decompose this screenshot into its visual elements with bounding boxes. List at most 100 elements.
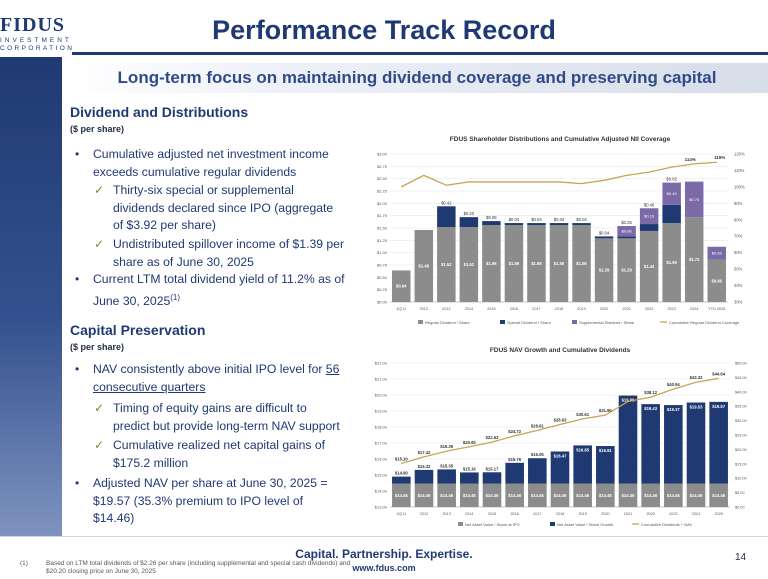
cumulative-value-label: $20.92 (463, 440, 476, 445)
dividends-bullet-1-text: Cumulative adjusted net investment incom… (93, 147, 329, 179)
legend-label: Net Asset Value / Share Growth (557, 522, 613, 527)
y-left-tick-label: $1.75 (377, 213, 388, 218)
nav-growth-bar (482, 472, 502, 484)
y-right-tick-label: $0.00 (735, 506, 745, 510)
special-dividend-bar (527, 223, 546, 226)
legend-label: Special Dividend / Share (507, 320, 552, 325)
nav-growth-bar (392, 476, 411, 484)
regular-value-label: $1.52 (464, 262, 475, 267)
supplemental-dividend-bar (707, 246, 726, 260)
nav-ipo-bar (505, 483, 524, 507)
x-tick-label: 2012 (420, 307, 428, 311)
legend-label: Net Asset Value / Share at IPO (465, 522, 520, 527)
logo-subline-2: CORPORATION (0, 45, 75, 52)
y-right-tick-label: 30% (734, 300, 743, 305)
nav-growth-bar (528, 458, 547, 484)
x-tick-label: 2023 (669, 512, 677, 516)
coverage-label: 115% (714, 155, 725, 160)
y-right-tick-label: $35.00 (735, 405, 747, 409)
cumulative-value-label: $19.39 (440, 444, 453, 449)
nav-growth-bar (664, 405, 683, 484)
nav-ipo-bar (641, 483, 660, 507)
nav-value-label: $15.17 (486, 466, 499, 471)
x-tick-label: 2020 (601, 512, 609, 516)
nav-ipo-bar (596, 483, 615, 507)
y-left-tick-label: $15.00 (375, 473, 388, 478)
dividends-bullet-2: • Current LTM total dividend yield of 11… (75, 271, 345, 310)
y-left-tick-label: $1.25 (377, 238, 388, 243)
regular-value-label: $0.64 (396, 284, 407, 289)
special-value-label: $0.25 (621, 220, 632, 225)
regular-dividend-bar (392, 270, 411, 302)
nav-value-label: $19.43 (644, 406, 657, 411)
cumulative-value-label: $38.12 (644, 390, 657, 395)
nav-ipo-value-label: $14.46 (440, 493, 453, 498)
nav-value-label: $19.53 (690, 405, 703, 410)
regular-dividend-bar (414, 229, 434, 302)
nav-value-label: $19.37 (667, 407, 680, 412)
special-value-label: $0.04 (509, 217, 520, 222)
y-right-tick-label: $15.00 (735, 462, 747, 466)
legend-label: Cumulative Regular Dividend Coverage (669, 320, 740, 325)
nav-chart-title: FDUS NAV Growth and Cumulative Dividends (489, 347, 631, 354)
x-tick-label: 2022 (646, 512, 654, 516)
nav-ipo-value-label: $14.46 (622, 493, 635, 498)
nav-value-label: $15.32 (418, 464, 431, 469)
title-divider (72, 52, 768, 55)
y-left-tick-label: $3.00 (377, 152, 388, 157)
y-right-tick-label: 80% (734, 217, 743, 222)
checkmark-icon: ✓ (94, 401, 105, 415)
checkmark-icon: ✓ (94, 183, 105, 197)
bullet-dot-icon: • (75, 362, 80, 376)
dividends-check-1-text: Thirty-six special or supplemental divid… (113, 183, 334, 232)
legend-label: Cumulative Dividends + NAV (641, 522, 693, 527)
nav-ipo-value-label: $14.46 (508, 493, 521, 498)
y-left-tick-label: $18.00 (375, 425, 388, 430)
checkmark-icon: ✓ (94, 438, 105, 452)
subtitle-banner (66, 63, 768, 93)
regular-dividend-bar (617, 238, 636, 302)
x-tick-label: 2024 (690, 307, 698, 311)
special-value-label: $0.20 (464, 211, 475, 216)
y-right-tick-label: $45.00 (735, 376, 747, 380)
regular-value-label: $1.56 (486, 261, 497, 266)
y-right-tick-label: 120% (734, 152, 745, 157)
nav-value-label: $16.85 (576, 447, 589, 452)
coverage-line (400, 161, 717, 188)
cumulative-value-label: $22.53 (486, 435, 499, 440)
y-left-tick-label: $20.00 (375, 393, 388, 398)
nav-growth-bar (641, 404, 660, 484)
special-dividend-bar (504, 223, 524, 226)
nav-ipo-value-label: $14.46 (486, 493, 499, 498)
supplemental-dividend-bar (662, 182, 681, 205)
x-tick-label: 2018 (555, 307, 563, 311)
supplemental-value-label: $0.26 (712, 251, 723, 256)
nav-growth-bar (596, 446, 615, 484)
y-right-tick-label: $40.00 (735, 390, 747, 394)
nav-ipo-bar (550, 483, 570, 507)
special-value-label: $0.82 (666, 177, 677, 182)
x-tick-label: 2015 (487, 307, 495, 311)
nav-ipo-bar (392, 483, 411, 507)
regular-dividend-bar (527, 225, 546, 302)
nav-growth-bar (505, 462, 524, 484)
special-value-label: $0.08 (486, 215, 497, 220)
page-subtitle: Long-term focus on maintaining dividend … (117, 68, 717, 87)
special-dividend-bar (617, 236, 636, 239)
capital-check-1-text: Timing of equity gains are difficult to … (113, 401, 340, 433)
nav-value-label: $16.05 (531, 452, 544, 457)
nav-ipo-value-label: $14.46 (690, 493, 703, 498)
cumulative-value-label: $24.72 (508, 429, 521, 434)
special-value-label: $0.04 (554, 217, 565, 222)
capital-bullet-1-text: NAV consistently above initial IPO level… (93, 362, 326, 376)
cumulative-value-label: $15.10 (395, 457, 408, 462)
footer-website-link[interactable]: www.fdus.com (352, 563, 416, 573)
x-tick-label: 2015 (488, 512, 496, 516)
nav-ipo-value-label: $14.46 (712, 493, 725, 498)
x-tick-label: 2014 (465, 512, 473, 516)
y-right-tick-label: $25.00 (735, 434, 747, 438)
cumulative-value-label: $30.61 (576, 412, 589, 417)
nav-value-label: $15.16 (463, 466, 476, 471)
nav-ipo-value-label: $14.46 (418, 493, 431, 498)
special-value-label: $0.04 (531, 217, 542, 222)
